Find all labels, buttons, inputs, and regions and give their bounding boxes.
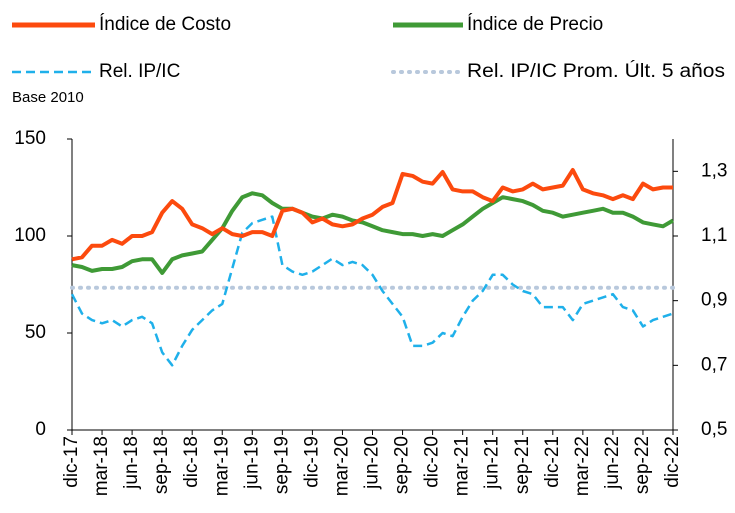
y2-tick-label: 0,9 — [701, 290, 727, 311]
chart-subtitle: Base 2010 — [12, 89, 84, 106]
x-tick-label: jun-18 — [121, 436, 142, 490]
y2-tick-label: 0,5 — [701, 419, 727, 440]
x-tick-label: dic-20 — [422, 436, 443, 488]
x-tick-label: sep-20 — [392, 436, 413, 494]
x-tick-label: dic-18 — [181, 436, 202, 488]
y-tick-label: 0 — [35, 419, 46, 440]
series-line — [70, 215, 674, 367]
x-tick-label: mar-20 — [331, 436, 352, 496]
x-tick-label: dic-22 — [662, 436, 683, 488]
x-tick-label: dic-17 — [61, 436, 82, 488]
y2-tick-label: 0,7 — [701, 354, 727, 375]
x-tick-label: mar-22 — [572, 436, 593, 496]
series-line — [71, 168, 673, 262]
x-tick-label: sep-18 — [151, 436, 172, 494]
y-tick-label: 50 — [25, 322, 46, 343]
legend-label: Rel. IP/IC Prom. Últ. 5 años — [467, 60, 725, 82]
y-tick-label: 100 — [14, 225, 46, 246]
series-line — [71, 191, 675, 275]
x-tick-label: jun-21 — [482, 436, 503, 490]
legend-label: Índice de Precio — [467, 14, 603, 35]
x-tick-label: jun-20 — [362, 436, 383, 490]
x-tick-label: sep-19 — [271, 436, 292, 494]
x-tick-label: sep-21 — [512, 436, 533, 494]
x-tick-label: dic-19 — [301, 436, 322, 488]
y-tick-label: 150 — [14, 128, 46, 149]
x-tick-label: mar-19 — [211, 436, 232, 496]
legend-label: Rel. IP/IC — [99, 61, 180, 82]
x-tick-label: jun-19 — [241, 436, 262, 490]
x-tick-label: jun-22 — [602, 436, 623, 490]
y2-tick-label: 1,1 — [701, 225, 727, 246]
x-tick-label: dic-21 — [542, 436, 563, 488]
y2-tick-label: 1,3 — [701, 160, 727, 181]
x-tick-label: sep-22 — [632, 436, 653, 494]
x-tick-label: mar-18 — [91, 436, 112, 496]
x-tick-label: mar-21 — [452, 436, 473, 496]
legend-label: Índice de Costo — [99, 14, 231, 35]
